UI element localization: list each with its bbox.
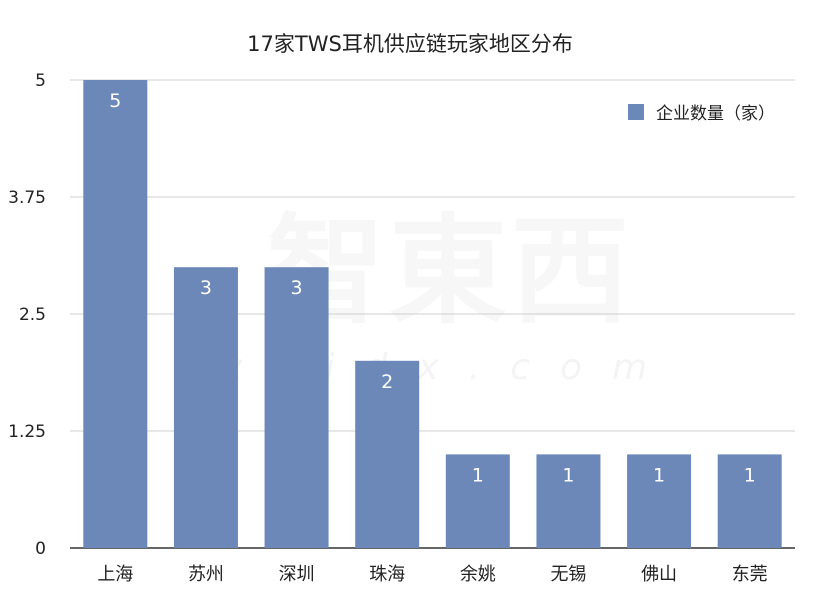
bar-value-label: 1 <box>472 464 484 486</box>
y-tick-label: 0 <box>35 539 46 559</box>
chart-title: 17家TWS耳机供应链玩家地区分布 <box>247 32 573 56</box>
y-tick-label: 3.75 <box>8 188 46 208</box>
bar-value-label: 1 <box>653 464 665 486</box>
bar <box>717 454 782 548</box>
x-tick-label: 珠海 <box>369 564 405 585</box>
bar <box>83 80 148 548</box>
x-tick-label: 余姚 <box>460 564 496 585</box>
y-tick-label: 1.25 <box>8 422 46 442</box>
bar-value-label: 2 <box>381 371 393 393</box>
bar-value-label: 1 <box>744 464 756 486</box>
bar <box>627 454 692 548</box>
y-tick-label: 5 <box>35 71 46 91</box>
bar <box>445 454 510 548</box>
x-tick-label: 东莞 <box>732 564 768 585</box>
bar-value-label: 3 <box>200 277 212 299</box>
x-tick-label: 深圳 <box>279 564 315 585</box>
x-tick-label: 佛山 <box>641 564 677 585</box>
bar <box>355 360 420 548</box>
legend-label: 企业数量（家） <box>656 104 775 124</box>
bar <box>536 454 601 548</box>
x-tick-label: 无锡 <box>550 564 586 585</box>
legend-swatch <box>628 104 644 120</box>
bar <box>173 267 238 548</box>
y-tick-label: 2.5 <box>19 305 46 325</box>
x-tick-label: 苏州 <box>188 564 224 585</box>
bar-value-label: 3 <box>291 277 303 299</box>
x-tick-label: 上海 <box>97 564 133 585</box>
bar <box>264 267 329 548</box>
bar-value-label: 5 <box>109 90 121 112</box>
bar-value-label: 1 <box>562 464 574 486</box>
